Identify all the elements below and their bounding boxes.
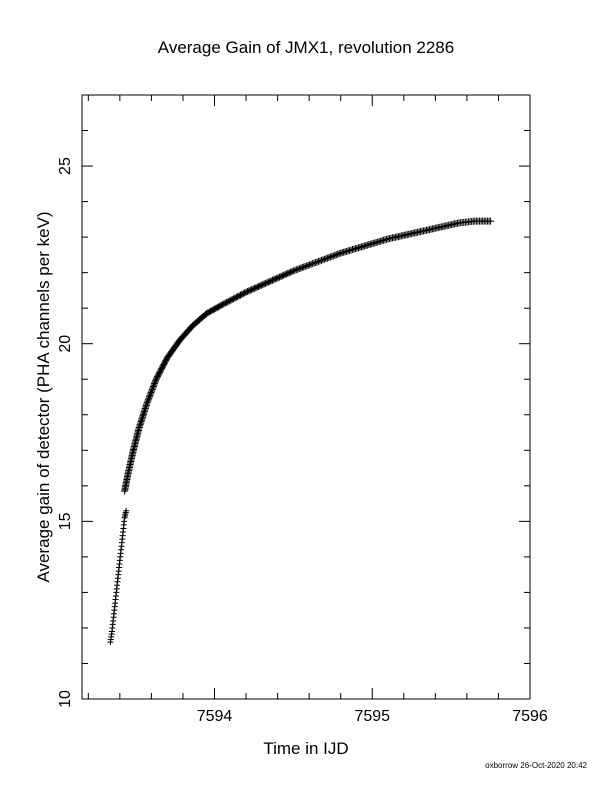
data-point (294, 265, 302, 273)
y-tick-label: 25 (57, 157, 74, 175)
data-point (320, 255, 328, 263)
data-point (295, 265, 303, 273)
data-point (149, 383, 157, 391)
data-point (334, 250, 342, 258)
data-point (297, 264, 305, 272)
data-point (288, 267, 296, 275)
data-point (149, 384, 157, 392)
data-point (315, 257, 323, 265)
data-point (316, 257, 324, 265)
data-point (150, 381, 158, 389)
x-tick-label: 7596 (512, 708, 548, 725)
data-point (150, 380, 158, 388)
data-point (312, 259, 320, 267)
data-point (317, 256, 325, 264)
tick-labels: 7594 7595 7596 10 15 20 25 (57, 157, 548, 725)
y-axis-title: Average gain of detector (PHA channels p… (34, 211, 53, 582)
x-tick-label: 7594 (197, 708, 233, 725)
axis-ticks (82, 95, 531, 700)
data-point (313, 258, 321, 266)
data-point (298, 264, 306, 272)
data-point (310, 259, 318, 267)
data-point (331, 251, 339, 259)
y-tick-label: 20 (57, 335, 74, 353)
data-point (326, 253, 334, 261)
data-point (487, 217, 495, 225)
data-point (144, 397, 152, 405)
data-point (289, 267, 297, 275)
plot-frame (81, 94, 531, 700)
data-point (291, 266, 299, 274)
data-point (148, 385, 156, 393)
data-point (322, 255, 330, 263)
data-point (319, 256, 327, 264)
data-point (145, 394, 153, 402)
data-point (307, 260, 315, 268)
data-point (147, 388, 155, 396)
data-point (300, 263, 308, 271)
data-point (292, 266, 300, 274)
data-points (107, 217, 495, 646)
data-point (335, 250, 343, 258)
data-point (304, 261, 312, 269)
data-point (143, 399, 151, 407)
data-point (323, 254, 331, 262)
data-point (144, 396, 152, 404)
chart-title: Average Gain of JMX1, revolution 2286 (158, 38, 454, 57)
data-point (151, 378, 159, 386)
data-point (146, 391, 154, 399)
data-point (123, 507, 130, 514)
y-tick-label: 10 (57, 690, 74, 708)
data-point (145, 393, 153, 401)
data-point (309, 260, 317, 268)
data-point (329, 252, 337, 260)
footer-stamp: oxborrow 26-Oct-2020 20:42 (485, 761, 587, 770)
data-point (303, 262, 311, 270)
data-point (147, 390, 155, 398)
data-point (332, 251, 340, 259)
data-point (306, 261, 314, 269)
x-axis-title: Time in IJD (263, 739, 348, 758)
data-point (328, 252, 336, 260)
data-point (143, 400, 151, 408)
y-tick-label: 15 (57, 512, 74, 530)
data-point (148, 387, 156, 395)
x-tick-label: 7595 (354, 708, 390, 725)
data-point (301, 262, 309, 270)
data-point (325, 254, 333, 262)
